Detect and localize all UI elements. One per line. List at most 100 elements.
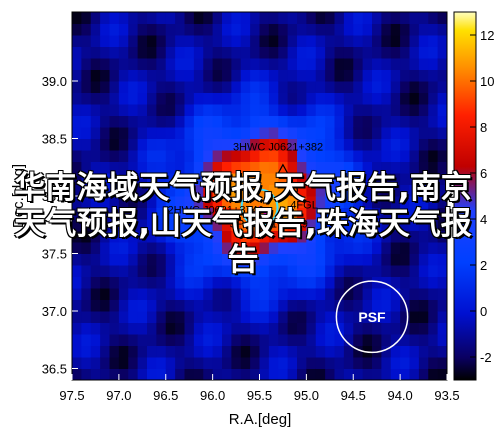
heatmap-cell xyxy=(147,345,157,358)
heatmap-cell xyxy=(409,357,420,369)
heatmap-cell xyxy=(109,345,120,358)
heatmap-cell xyxy=(428,92,439,105)
heatmap-cell xyxy=(240,161,251,174)
heatmap-cell xyxy=(287,69,298,82)
heatmap-cell xyxy=(128,58,139,70)
heatmap-cell xyxy=(175,288,185,300)
heatmap-cell xyxy=(184,207,195,220)
heatmap-cell xyxy=(409,334,420,346)
heatmap-cell xyxy=(315,242,326,254)
heatmap-cell xyxy=(353,345,364,358)
heatmap-cell xyxy=(137,288,148,300)
heatmap-cell xyxy=(428,104,439,116)
colorbar-tick-label: 10 xyxy=(480,74,494,89)
heatmap-cell xyxy=(353,127,364,139)
heatmap-cell xyxy=(259,115,270,128)
heatmap-cell xyxy=(306,69,317,82)
heatmap-cell xyxy=(81,150,92,162)
heatmap-cell xyxy=(362,207,373,220)
heatmap-cell xyxy=(250,230,260,243)
heatmap-cell xyxy=(250,161,260,174)
heatmap-cell xyxy=(400,311,410,323)
heatmap-cell xyxy=(297,334,307,346)
heatmap-cell xyxy=(437,357,447,369)
heatmap-cell xyxy=(81,173,92,185)
heatmap-cell xyxy=(400,12,410,24)
heatmap-cell xyxy=(343,23,354,36)
heatmap-cell xyxy=(362,81,373,93)
heatmap-cell xyxy=(222,35,232,47)
heatmap-cell xyxy=(372,299,382,312)
heatmap-cell xyxy=(222,265,232,277)
heatmap-cell xyxy=(137,115,148,128)
heatmap-cell xyxy=(447,0,457,12)
heatmap-cell xyxy=(325,242,335,254)
heatmap-cell xyxy=(372,35,382,47)
heatmap-cell xyxy=(259,81,270,93)
heatmap-cell xyxy=(362,12,373,24)
heatmap-cell xyxy=(109,46,120,59)
heatmap-cell xyxy=(240,322,251,335)
heatmap-cell xyxy=(90,345,101,358)
heatmap-cell xyxy=(409,368,420,380)
heatmap-cell xyxy=(128,345,139,358)
heatmap-cell xyxy=(372,184,382,197)
heatmap-cell xyxy=(437,173,447,185)
heatmap-cell xyxy=(437,138,447,151)
heatmap-cell xyxy=(118,311,129,323)
heatmap-cell xyxy=(240,311,251,323)
heatmap-cell xyxy=(297,12,307,13)
heatmap-cell xyxy=(231,357,242,369)
heatmap-cell xyxy=(353,161,364,174)
heatmap-cell xyxy=(334,12,345,13)
heatmap-cell xyxy=(287,12,298,24)
heatmap-cell xyxy=(250,299,260,312)
heatmap-cell xyxy=(306,253,317,266)
heatmap-cell xyxy=(428,35,439,47)
heatmap-cell xyxy=(100,184,110,197)
heatmap-cell xyxy=(250,12,260,13)
heatmap-cell xyxy=(212,12,223,13)
heatmap-cell xyxy=(353,276,364,289)
circle-marker xyxy=(286,184,298,196)
heatmap-cell xyxy=(212,368,223,380)
heatmap-cell xyxy=(250,104,260,116)
heatmap-cell xyxy=(362,12,373,13)
heatmap-cell xyxy=(137,127,148,139)
heatmap-cell xyxy=(100,58,110,70)
heatmap-cell xyxy=(297,265,307,277)
heatmap-cell xyxy=(381,253,392,266)
heatmap-cell xyxy=(315,368,326,380)
heatmap-cell xyxy=(418,138,429,151)
heatmap-cell xyxy=(437,253,447,266)
heatmap-cell xyxy=(297,58,307,70)
heatmap-cell xyxy=(278,368,289,380)
heatmap-cell xyxy=(212,242,223,254)
heatmap-cell xyxy=(240,138,251,151)
heatmap-cell xyxy=(193,12,204,13)
heatmap-cell xyxy=(222,46,232,59)
heatmap-cell xyxy=(278,81,289,93)
heatmap-cell xyxy=(268,173,279,185)
heatmap-cell xyxy=(287,230,298,243)
heatmap-cell xyxy=(400,35,410,47)
heatmap-cell xyxy=(203,207,214,220)
heatmap-cell xyxy=(203,334,214,346)
heatmap-cell xyxy=(100,92,110,105)
heatmap-cell xyxy=(147,184,157,197)
heatmap-cell xyxy=(212,357,223,369)
heatmap-cell xyxy=(109,104,120,116)
heatmap-cell xyxy=(400,69,410,82)
heatmap-cell xyxy=(81,219,92,231)
heatmap-cell xyxy=(334,81,345,93)
heatmap-cell xyxy=(90,23,101,36)
heatmap-cell xyxy=(418,334,429,346)
heatmap-cell xyxy=(259,23,270,36)
heatmap-cell xyxy=(81,242,92,254)
heatmap-cell xyxy=(400,173,410,185)
heatmap-cell xyxy=(287,219,298,231)
heatmap-cell xyxy=(184,35,195,47)
heatmap-cell xyxy=(428,196,439,208)
heatmap-cell xyxy=(81,12,92,24)
heatmap-cell xyxy=(156,265,167,277)
